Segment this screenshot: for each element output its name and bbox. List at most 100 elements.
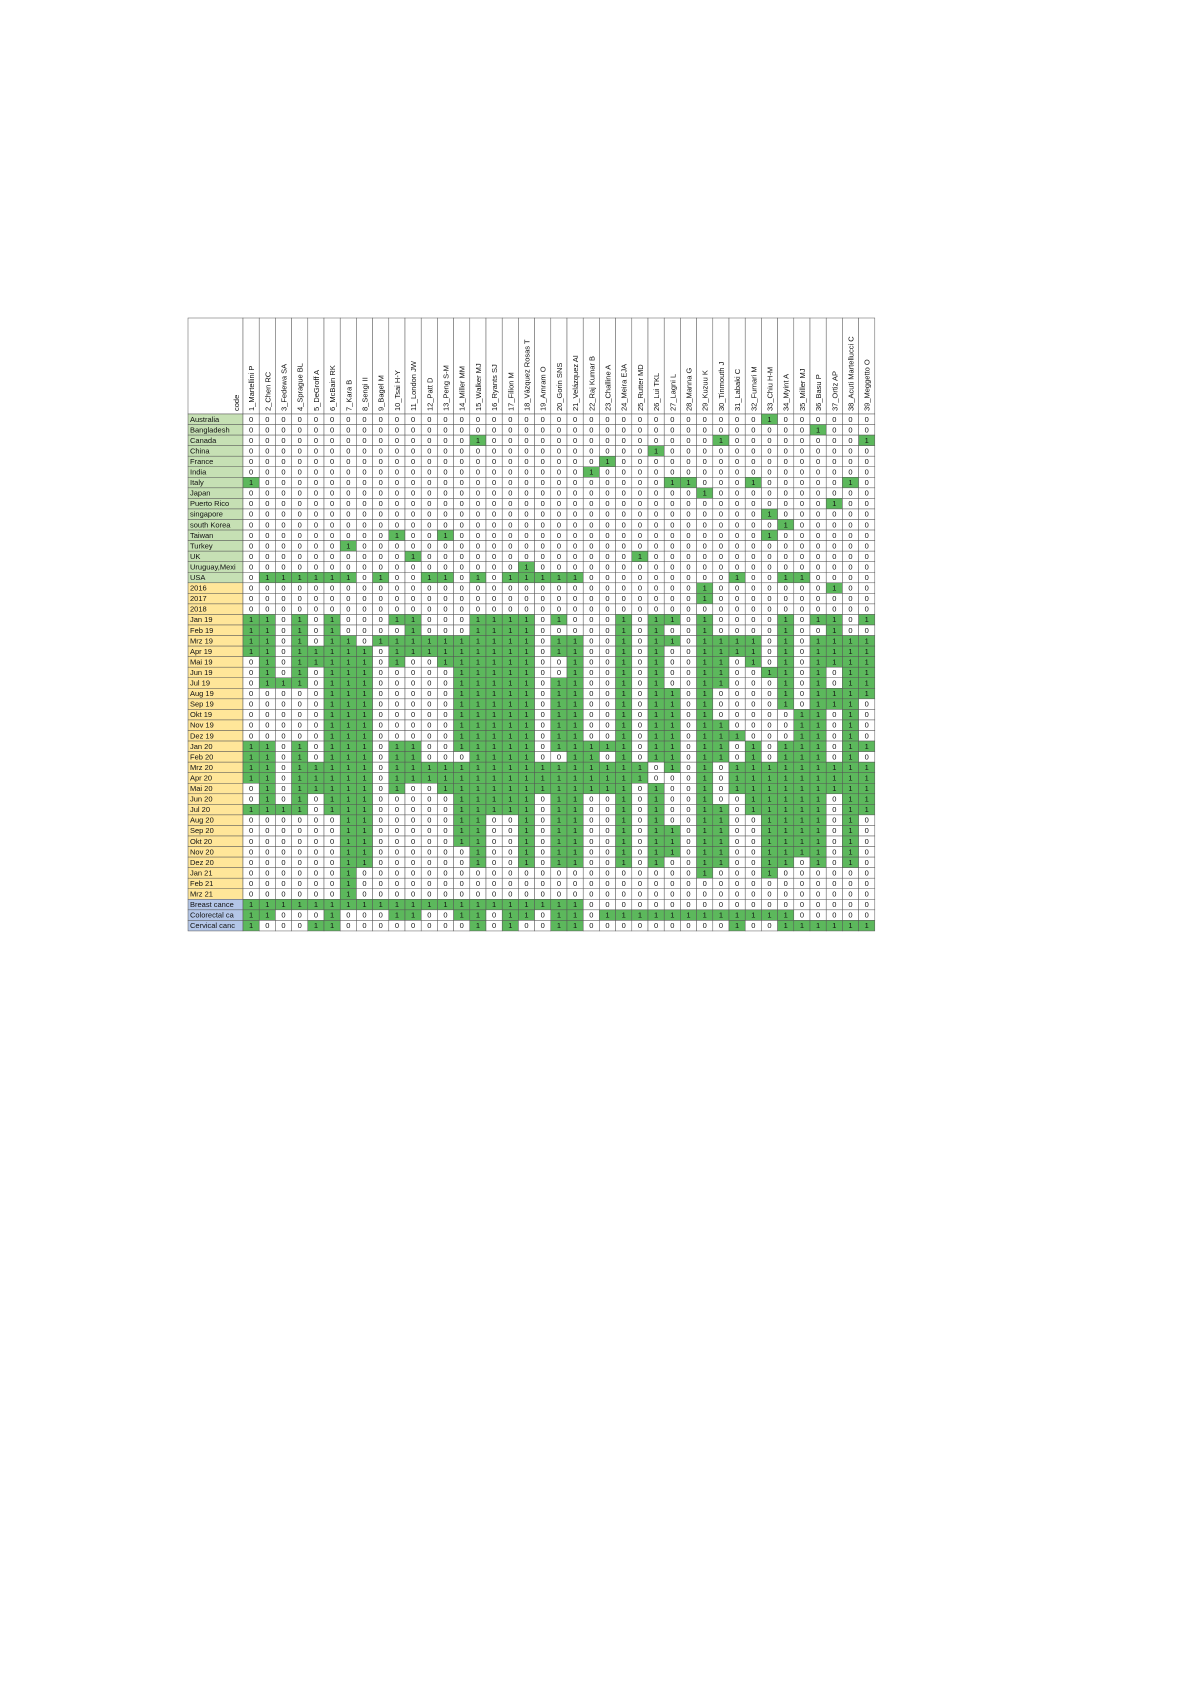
- cell-value: 1: [524, 710, 528, 719]
- cell-value: 0: [767, 489, 771, 498]
- cell-value: 0: [751, 594, 755, 603]
- cell-value: 0: [557, 584, 561, 593]
- column-header: 22_Raj Kumar B: [587, 356, 596, 411]
- cell-value: 1: [832, 636, 836, 645]
- row-label: Mai 19: [190, 657, 213, 666]
- cell-value: 0: [719, 468, 723, 477]
- cell-value: 1: [476, 731, 480, 740]
- cell-value: 0: [816, 415, 820, 424]
- cell-value: 0: [314, 489, 318, 498]
- cell-value: 0: [800, 446, 804, 455]
- cell-value: 0: [265, 510, 269, 519]
- cell-value: 1: [524, 679, 528, 688]
- cell-value: 0: [589, 921, 593, 930]
- cell-value: 0: [541, 805, 545, 814]
- cell-value: 1: [865, 668, 869, 677]
- cell-value: 0: [298, 562, 302, 571]
- cell-value: 0: [362, 510, 366, 519]
- cell-value: 1: [735, 773, 739, 782]
- cell-value: 1: [492, 710, 496, 719]
- cell-value: 1: [622, 721, 626, 730]
- cell-value: 0: [719, 763, 723, 772]
- cell-value: 1: [411, 763, 415, 772]
- cell-value: 0: [848, 552, 852, 561]
- cell-value: 0: [605, 752, 609, 761]
- row-label: Cervical canc: [190, 921, 235, 930]
- cell-value: 1: [573, 752, 577, 761]
- cell-value: 0: [265, 468, 269, 477]
- cell-value: 0: [654, 499, 658, 508]
- cell-value: 1: [265, 647, 269, 656]
- cell-value: 0: [654, 478, 658, 487]
- cell-value: 1: [524, 742, 528, 751]
- column-header: 25_Rutter MD: [636, 364, 645, 411]
- cell-value: 1: [508, 689, 512, 698]
- cell-value: 0: [508, 868, 512, 877]
- cell-value: 0: [541, 541, 545, 550]
- cell-value: 0: [460, 541, 464, 550]
- cell-value: 1: [346, 847, 350, 856]
- cell-value: 0: [832, 457, 836, 466]
- cell-value: 0: [298, 858, 302, 867]
- cell-value: 1: [476, 837, 480, 846]
- cell-value: 0: [411, 425, 415, 434]
- cell-value: 0: [800, 657, 804, 666]
- cell-value: 1: [508, 615, 512, 624]
- row-label: Nov 19: [190, 721, 214, 730]
- cell-value: 0: [298, 415, 302, 424]
- row-label: Jun 20: [190, 795, 213, 804]
- cell-value: 0: [314, 425, 318, 434]
- cell-value: 0: [541, 816, 545, 825]
- cell-value: 1: [638, 911, 642, 920]
- cell-value: 0: [848, 584, 852, 593]
- cell-value: 1: [767, 531, 771, 540]
- cell-value: 0: [443, 446, 447, 455]
- cell-value: 0: [751, 436, 755, 445]
- cell-value: 1: [719, 668, 723, 677]
- cell-value: 0: [784, 562, 788, 571]
- row-label: USA: [190, 573, 205, 582]
- cell-value: 1: [346, 837, 350, 846]
- cell-value: 1: [346, 784, 350, 793]
- cell-value: 1: [751, 763, 755, 772]
- cell-value: 1: [346, 710, 350, 719]
- cell-value: 0: [816, 499, 820, 508]
- cell-value: 1: [330, 689, 334, 698]
- cell-value: 0: [605, 499, 609, 508]
- cell-value: 0: [557, 415, 561, 424]
- cell-value: 0: [314, 668, 318, 677]
- cell-value: 0: [703, 573, 707, 582]
- cell-value: 0: [605, 900, 609, 909]
- cell-value: 0: [443, 868, 447, 877]
- cell-value: 0: [395, 689, 399, 698]
- cell-value: 0: [800, 552, 804, 561]
- cell-value: 1: [508, 636, 512, 645]
- cell-value: 0: [346, 605, 350, 614]
- cell-value: 1: [848, 668, 852, 677]
- cell-value: 1: [541, 773, 545, 782]
- cell-value: 1: [573, 911, 577, 920]
- column-header: 16_Ryants SJ: [490, 364, 499, 411]
- cell-value: 0: [346, 510, 350, 519]
- cell-value: 0: [249, 879, 253, 888]
- cell-value: 1: [767, 415, 771, 424]
- cell-value: 1: [346, 816, 350, 825]
- cell-value: 0: [443, 826, 447, 835]
- cell-value: 1: [476, 805, 480, 814]
- cell-value: 1: [605, 784, 609, 793]
- cell-value: 0: [589, 679, 593, 688]
- cell-value: 0: [427, 626, 431, 635]
- cell-value: 1: [816, 679, 820, 688]
- cell-value: 1: [557, 795, 561, 804]
- cell-value: 0: [800, 478, 804, 487]
- cell-value: 1: [848, 742, 852, 751]
- cell-value: 0: [411, 921, 415, 930]
- cell-value: 0: [751, 890, 755, 899]
- cell-value: 0: [784, 457, 788, 466]
- cell-value: 1: [249, 773, 253, 782]
- cell-value: 0: [735, 605, 739, 614]
- cell-value: 0: [346, 436, 350, 445]
- cell-value: 1: [443, 773, 447, 782]
- cell-value: 1: [605, 457, 609, 466]
- cell-value: 0: [411, 562, 415, 571]
